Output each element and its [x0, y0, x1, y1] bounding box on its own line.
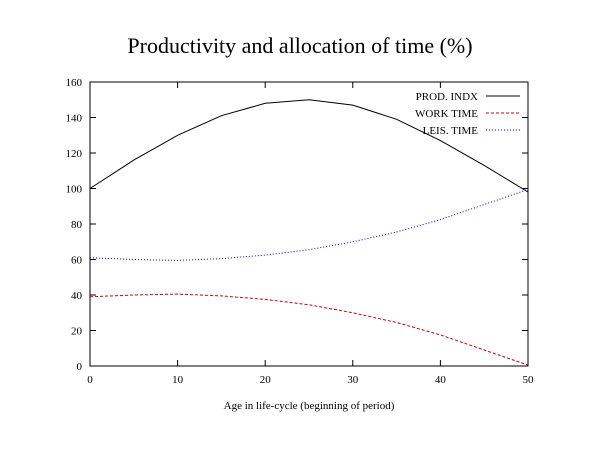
x-tick-label: 20	[260, 374, 272, 386]
chart-title: Productivity and allocation of time (%)	[127, 33, 472, 58]
x-tick-label: 30	[347, 374, 359, 386]
y-tick-label: 80	[71, 219, 83, 231]
x-tick-label: 50	[523, 374, 535, 386]
y-tick-label: 160	[66, 77, 83, 89]
series-line-0	[89, 99, 529, 193]
x-tick-label: 0	[87, 374, 93, 386]
y-tick-label: 100	[66, 184, 83, 196]
x-axis-label: Age in life-cycle (beginning of period)	[224, 400, 395, 412]
x-tick-label: 10	[172, 374, 184, 386]
y-tick-label: 40	[71, 290, 83, 302]
legend-label: LEIS. TIME	[423, 125, 479, 137]
series-line-1	[89, 293, 529, 366]
y-tick-label: 120	[66, 148, 83, 160]
series-line-2	[89, 188, 529, 261]
series-layer	[89, 99, 529, 366]
y-tick-label: 20	[71, 326, 83, 338]
y-axis: 0 20 40 60 80 100 120 140 160	[66, 77, 528, 373]
legend: PROD. INDX WORK TIME LEIS. TIME	[415, 91, 520, 137]
legend-label: PROD. INDX	[416, 91, 478, 103]
x-tick-label: 40	[435, 374, 447, 386]
x-axis: 0 10 20 30 40 50	[87, 82, 534, 386]
legend-label: WORK TIME	[415, 108, 478, 120]
y-tick-label: 140	[66, 113, 83, 125]
y-tick-label: 0	[77, 361, 83, 373]
y-tick-label: 60	[71, 255, 83, 267]
